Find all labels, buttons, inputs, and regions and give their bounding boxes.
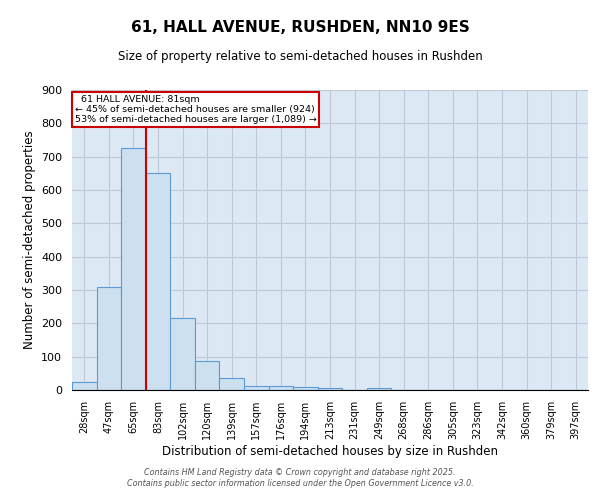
Bar bbox=[293, 386, 318, 390]
Bar bbox=[121, 148, 146, 390]
Bar bbox=[146, 174, 170, 390]
Bar bbox=[318, 388, 342, 390]
Y-axis label: Number of semi-detached properties: Number of semi-detached properties bbox=[23, 130, 35, 350]
Bar bbox=[170, 318, 195, 390]
Bar bbox=[367, 388, 391, 390]
Bar bbox=[195, 360, 220, 390]
Bar bbox=[269, 386, 293, 390]
X-axis label: Distribution of semi-detached houses by size in Rushden: Distribution of semi-detached houses by … bbox=[162, 444, 498, 458]
Text: 61, HALL AVENUE, RUSHDEN, NN10 9ES: 61, HALL AVENUE, RUSHDEN, NN10 9ES bbox=[131, 20, 469, 35]
Bar bbox=[72, 382, 97, 390]
Text: Contains HM Land Registry data © Crown copyright and database right 2025.
Contai: Contains HM Land Registry data © Crown c… bbox=[127, 468, 473, 487]
Text: 61 HALL AVENUE: 81sqm
← 45% of semi-detached houses are smaller (924)
53% of sem: 61 HALL AVENUE: 81sqm ← 45% of semi-deta… bbox=[74, 94, 316, 124]
Text: Size of property relative to semi-detached houses in Rushden: Size of property relative to semi-detach… bbox=[118, 50, 482, 63]
Bar bbox=[97, 286, 121, 390]
Bar bbox=[244, 386, 269, 390]
Bar bbox=[220, 378, 244, 390]
